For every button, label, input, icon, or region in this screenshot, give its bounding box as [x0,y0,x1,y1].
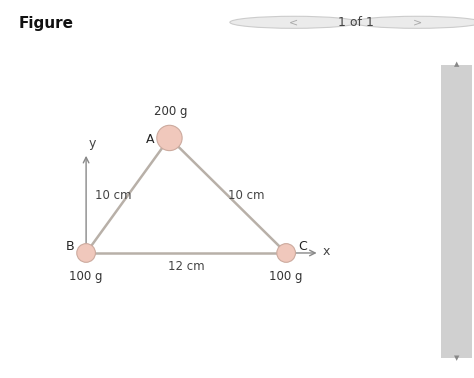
Text: 10 cm: 10 cm [94,189,131,202]
Text: x: x [322,245,329,258]
Text: B: B [65,240,74,254]
Text: ▼: ▼ [454,355,459,361]
Bar [441,65,472,358]
Text: C: C [298,240,307,254]
Text: 200 g: 200 g [155,105,188,118]
Text: >: > [412,17,422,27]
Text: 10 cm: 10 cm [228,189,264,202]
Text: Figure: Figure [19,16,74,31]
Text: ▲: ▲ [454,61,459,67]
Circle shape [353,16,474,28]
Circle shape [230,16,358,28]
Circle shape [77,244,95,262]
Text: A: A [146,133,154,146]
Text: 100 g: 100 g [269,270,303,283]
Text: y: y [89,136,96,150]
Circle shape [277,244,295,262]
Circle shape [157,125,182,150]
Text: 100 g: 100 g [69,270,103,283]
Text: 12 cm: 12 cm [168,260,204,273]
Text: 1 of 1: 1 of 1 [337,16,374,29]
Text: <: < [289,17,299,27]
